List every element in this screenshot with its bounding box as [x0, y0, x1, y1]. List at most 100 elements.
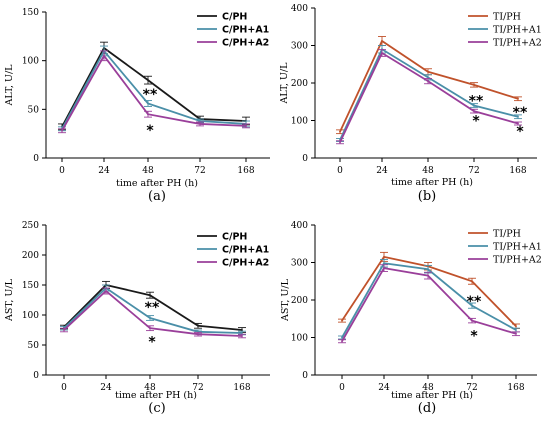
- data-point: [427, 70, 429, 73]
- y-tick-label: 400: [291, 221, 308, 231]
- y-tick-label: 200: [22, 251, 39, 261]
- data-point: [147, 113, 149, 116]
- x-tick-label: 72: [194, 166, 205, 176]
- x-axis-label: time after PH (h): [391, 390, 473, 401]
- chart-panel-d: 0 100 200 300 400 0 24 48 72 168 AST, U/L time afte…: [280, 221, 542, 416]
- legend-entry: C/PH+A1: [222, 25, 269, 36]
- legend-entry: C/PH+A2: [222, 38, 269, 49]
- series-ti-ph: [336, 36, 522, 135]
- data-point: [515, 329, 517, 331]
- data-point: [383, 267, 385, 270]
- y-axis-label: ALT, U/L: [4, 64, 15, 107]
- data-point: [383, 262, 385, 265]
- y-tick-label: 100: [291, 117, 308, 127]
- data-point: [517, 115, 519, 118]
- legend-entry: C/PH: [222, 232, 247, 243]
- legend-entry: TI/PH+A1: [493, 25, 542, 36]
- legend-entry: TI/PH+A2: [493, 255, 542, 266]
- x-tick-label: 72: [192, 383, 203, 393]
- y-axis-label: ALT, U/L: [279, 62, 290, 105]
- chart-panel-a: 0 50 100 150 0 24 48 72 168 ALT, U/L time after PH…: [4, 8, 270, 204]
- y-tick-label: 100: [22, 57, 39, 67]
- y-tick-label: 50: [28, 105, 40, 115]
- chart-panel-c: 0 50 100 150 200 250 0 24 48 72 168 AST, U/L time af…: [4, 221, 270, 416]
- significance-marker: **: [513, 105, 528, 121]
- data-point: [427, 80, 429, 83]
- legend-entry: TI/PH: [493, 12, 521, 23]
- significance-marker: **: [145, 300, 160, 316]
- x-axis-label: time after PH (h): [115, 390, 197, 401]
- data-point: [149, 327, 151, 330]
- y-tick-label: 250: [22, 221, 39, 231]
- panel-label: (b): [418, 189, 436, 204]
- significance-marker: *: [472, 114, 480, 130]
- data-point: [383, 255, 385, 258]
- legend-entry: TI/PH: [493, 229, 521, 240]
- y-tick-label: 0: [33, 154, 39, 164]
- data-point: [427, 76, 429, 79]
- chart-panel-b: 0 100 200 300 400 0 24 48 72 168 ALT, U/L time afte…: [279, 4, 542, 204]
- y-axis-label: AST, U/L: [280, 278, 291, 322]
- data-point: [147, 79, 149, 82]
- y-tick-label: 150: [22, 281, 39, 291]
- legend-entry: TI/PH+A1: [493, 242, 542, 253]
- data-point: [241, 329, 243, 331]
- data-point: [515, 325, 517, 328]
- data-point: [473, 110, 475, 113]
- x-tick-label: 0: [339, 383, 345, 393]
- data-point: [61, 129, 63, 132]
- data-point: [147, 102, 149, 105]
- panel-label: (d): [418, 401, 436, 416]
- y-tick-label: 200: [291, 296, 308, 306]
- x-axis-label: time after PH (h): [116, 178, 198, 189]
- significance-marker: *: [516, 124, 524, 140]
- significance-marker: **: [467, 294, 482, 310]
- data-point: [381, 52, 383, 54]
- legend-entry: TI/PH+A2: [493, 38, 542, 49]
- x-tick-label: 24: [376, 166, 388, 176]
- series-ti-ph-a2: [338, 264, 520, 344]
- x-tick-label: 72: [468, 166, 479, 176]
- panel-label: (a): [148, 189, 166, 204]
- data-point: [515, 332, 517, 335]
- data-point: [517, 97, 519, 100]
- panel-label: (c): [148, 401, 165, 416]
- y-tick-label: 0: [302, 154, 308, 164]
- data-point: [199, 123, 201, 125]
- y-tick-label: 400: [291, 4, 308, 14]
- significance-marker: **: [469, 94, 484, 110]
- x-tick-label: 0: [337, 166, 343, 176]
- data-point: [63, 329, 65, 331]
- data-point: [197, 324, 199, 327]
- y-tick-label: 100: [291, 334, 308, 344]
- x-tick-label: 24: [100, 383, 112, 393]
- significance-marker: **: [143, 87, 158, 103]
- y-tick-label: 150: [22, 8, 39, 18]
- data-point: [471, 319, 473, 322]
- x-tick-label: 48: [422, 166, 434, 176]
- series-c-ph-a2: [58, 50, 250, 134]
- legend-entry: C/PH+A1: [222, 245, 269, 256]
- data-point: [339, 130, 341, 133]
- legend: TI/PH TI/PH+A1 TI/PH+A2: [468, 229, 542, 266]
- data-point: [339, 141, 341, 144]
- data-point: [199, 120, 201, 122]
- x-tick-label: 48: [142, 166, 154, 176]
- data-point: [473, 104, 475, 107]
- data-point: [197, 333, 199, 336]
- y-tick-label: 0: [302, 371, 308, 381]
- series-c-ph-a2: [60, 287, 246, 339]
- data-point: [241, 335, 243, 337]
- legend-entry: C/PH: [222, 12, 247, 23]
- series-ti-ph-a2: [336, 49, 522, 145]
- data-point: [473, 83, 475, 86]
- x-tick-label: 168: [509, 166, 526, 176]
- data-point: [341, 319, 343, 322]
- y-tick-label: 100: [22, 311, 39, 321]
- legend: TI/PH TI/PH+A1 TI/PH+A2: [468, 12, 542, 49]
- y-tick-label: 300: [291, 42, 308, 52]
- y-tick-label: 50: [28, 341, 40, 351]
- data-point: [381, 40, 383, 42]
- series-ti-ph-a1: [338, 259, 520, 340]
- x-tick-label: 72: [466, 383, 477, 393]
